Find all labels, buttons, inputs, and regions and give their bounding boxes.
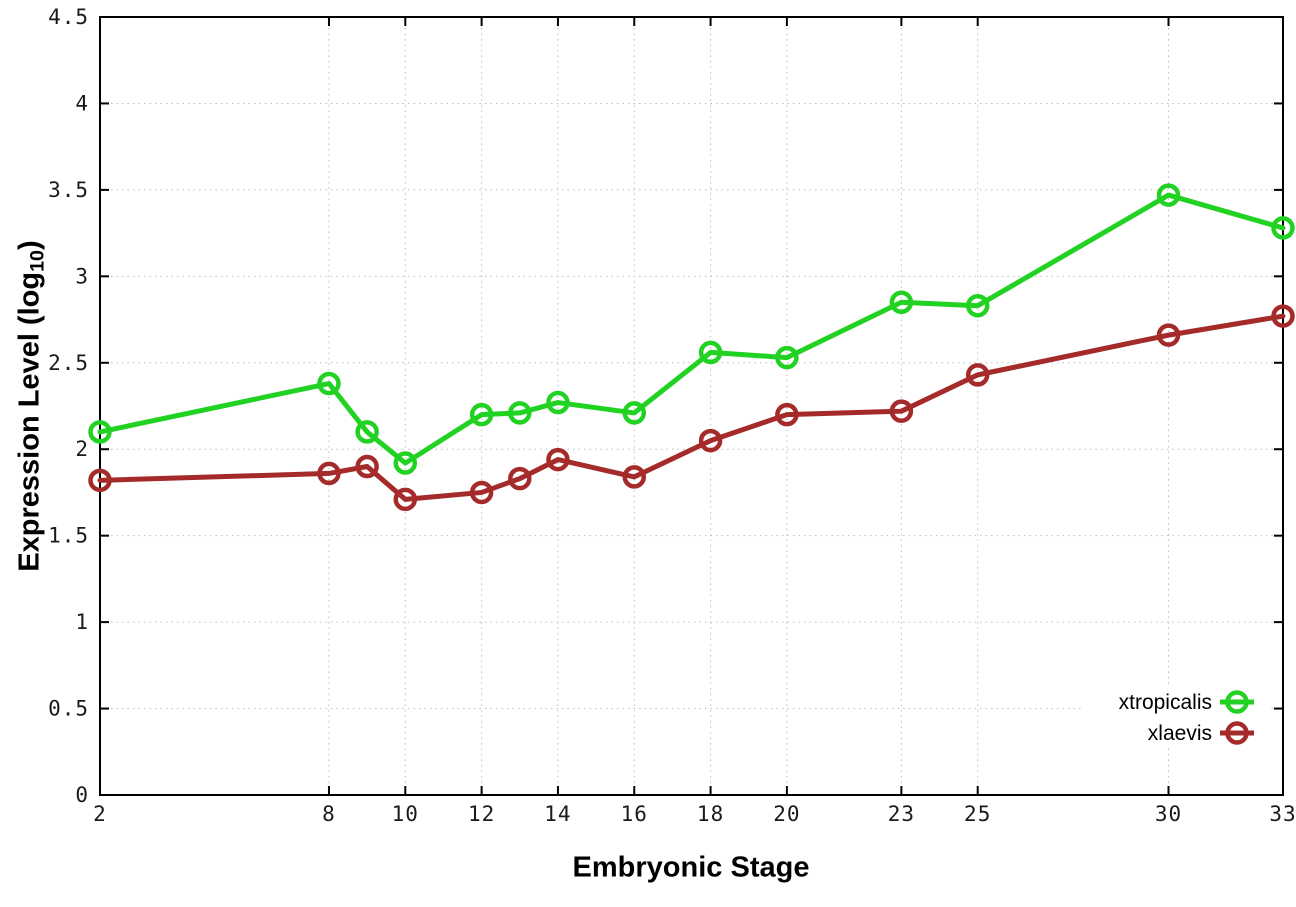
legend-sample-marker-xtropicalis (1225, 690, 1249, 714)
data-point-xlaevis (317, 461, 341, 486)
x-tick-label: 12 (468, 802, 495, 826)
x-tick-label: 14 (544, 802, 571, 826)
data-point-xtropicalis (546, 390, 570, 415)
data-point-xtropicalis (965, 293, 990, 318)
data-point-xlaevis (393, 487, 418, 512)
series-line-xtropicalis (97, 192, 1286, 466)
data-point-xlaevis (469, 480, 494, 505)
x-tick-label: 20 (773, 802, 800, 826)
data-point-xtropicalis (698, 340, 723, 365)
y-tick-label: 4.5 (48, 5, 89, 29)
x-tick-label: 10 (392, 802, 419, 826)
y-axis-title: Expression Level (log10) (13, 240, 49, 572)
data-point-xlaevis (508, 466, 532, 491)
y-axis-title-close: ) (13, 240, 46, 250)
data-point-xtropicalis (469, 402, 494, 427)
legend-label-xlaevis: xlaevis (1148, 722, 1212, 745)
x-tick-label: 8 (322, 802, 336, 826)
data-point-xtropicalis (393, 451, 418, 475)
y-tick-label: 0 (75, 783, 89, 807)
x-tick-label: 18 (697, 802, 724, 826)
series-line-xlaevis (97, 313, 1286, 502)
legend-sample-marker-xlaevis (1225, 721, 1249, 745)
y-axis-title-text: Expression Level (log (13, 271, 46, 572)
y-tick-label: 2.5 (48, 351, 89, 375)
legend-background (1082, 686, 1270, 748)
data-point-xlaevis (775, 402, 799, 427)
y-axis-title-subscript: 10 (26, 249, 49, 272)
data-point-xtropicalis (622, 401, 647, 425)
x-tick-label: 23 (888, 802, 915, 826)
data-point-xlaevis (1271, 304, 1295, 328)
data-point-xtropicalis (317, 371, 341, 396)
data-point-xtropicalis (508, 401, 532, 425)
data-point-xlaevis (1156, 323, 1181, 347)
x-tick-label: 16 (621, 802, 648, 826)
y-tick-label: 2 (75, 437, 89, 461)
data-point-xtropicalis (88, 420, 112, 444)
data-point-xtropicalis (355, 420, 379, 444)
x-tick-label: 33 (1269, 802, 1296, 826)
x-tick-label: 25 (964, 802, 991, 826)
y-tick-label: 1 (75, 610, 89, 634)
data-point-xtropicalis (889, 290, 914, 315)
y-tick-label: 3.5 (48, 178, 89, 202)
data-point-xlaevis (698, 428, 723, 453)
data-point-xtropicalis (1271, 216, 1295, 240)
y-tick-label: 3 (75, 264, 89, 288)
data-point-xlaevis (355, 454, 379, 479)
data-point-xlaevis (88, 468, 112, 493)
x-tick-label: 30 (1155, 802, 1182, 826)
data-point-xlaevis (889, 399, 914, 423)
data-point-xtropicalis (1156, 183, 1181, 207)
data-point-xtropicalis (775, 345, 799, 370)
data-point-xlaevis (622, 465, 647, 489)
data-point-xlaevis (965, 363, 990, 387)
y-tick-label: 4 (75, 91, 89, 115)
plot-border (99, 16, 1284, 796)
y-tick-label: 0.5 (48, 697, 89, 721)
y-tick-label: 1.5 (48, 524, 89, 548)
x-axis-title: Embryonic Stage (572, 851, 810, 884)
data-point-xlaevis (546, 447, 570, 472)
legend-label-xtropicalis: xtropicalis (1119, 691, 1212, 714)
x-tick-label: 2 (93, 802, 107, 826)
